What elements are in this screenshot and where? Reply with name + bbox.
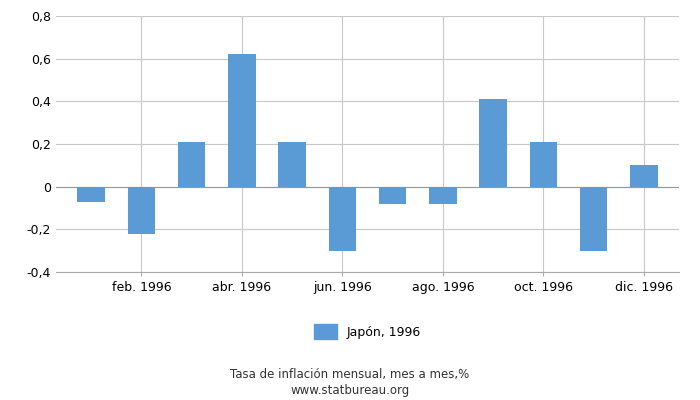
Bar [630,165,657,187]
Text: Tasa de inflación mensual, mes a mes,%: Tasa de inflación mensual, mes a mes,% [230,368,470,381]
Bar [279,142,306,187]
Bar [127,187,155,234]
Bar [379,187,407,204]
Text: www.statbureau.org: www.statbureau.org [290,384,410,397]
Bar [178,142,206,187]
Bar [580,187,608,251]
Bar [429,187,456,204]
Bar [529,142,557,187]
Bar [228,54,256,187]
Bar [78,187,105,202]
Legend: Japón, 1996: Japón, 1996 [309,319,426,344]
Bar [328,187,356,251]
Bar [480,99,507,187]
